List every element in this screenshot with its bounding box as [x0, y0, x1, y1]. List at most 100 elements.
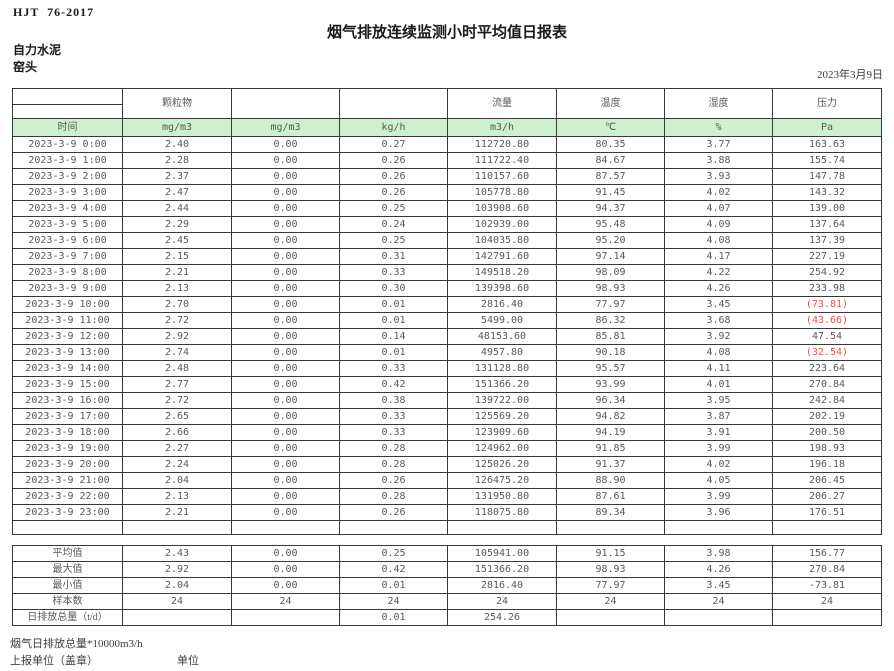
table-row: 2023-3-9 15:00 2.77 0.00 0.42 151366.20 93.99… [12, 376, 882, 393]
time-cell: 2023-3-9 1:00 [12, 152, 123, 169]
value-cell: 149518.20 [447, 264, 557, 281]
value-cell: 3.95 [664, 392, 773, 409]
value-cell: 88.90 [556, 472, 665, 489]
value-cell: 125026.20 [447, 456, 557, 473]
value-cell: 85.81 [556, 328, 665, 345]
value-cell: 0.00 [231, 248, 340, 265]
time-cell: 2023-3-9 16:00 [12, 392, 123, 409]
value-cell: 2.29 [122, 216, 232, 233]
value-cell: 126475.20 [447, 472, 557, 489]
value-cell: 0.25 [339, 232, 448, 249]
value-cell: 223.64 [772, 360, 882, 377]
value-cell: 94.37 [556, 200, 665, 217]
empty-cell [122, 520, 232, 535]
time-cell: 2023-3-9 14:00 [12, 360, 123, 377]
summary-value-cell: 24 [664, 593, 773, 610]
value-cell: 131128.80 [447, 360, 557, 377]
value-cell: 139722.00 [447, 392, 557, 409]
time-cell: 2023-3-9 9:00 [12, 280, 123, 297]
time-cell: 2023-3-9 23:00 [12, 504, 123, 521]
value-cell: 2.70 [122, 296, 232, 313]
value-cell: 95.57 [556, 360, 665, 377]
value-cell: 0.27 [339, 136, 448, 153]
value-cell: 254.92 [772, 264, 882, 281]
value-cell: 0.00 [231, 232, 340, 249]
unit-celsius: ℃ [556, 118, 665, 137]
value-cell: 2.45 [122, 232, 232, 249]
unit-time: 时间 [12, 118, 123, 137]
value-cell: 0.00 [231, 264, 340, 281]
value-cell: 0.00 [231, 136, 340, 153]
summary-value-cell: 105941.00 [447, 545, 557, 562]
summary-label-cell: 样本数 [12, 593, 123, 610]
table-row: 2023-3-9 20:00 2.24 0.00 0.28 125026.20 91.37… [12, 456, 882, 473]
summary-value-cell: 151366.20 [447, 561, 557, 578]
value-cell: 0.01 [339, 312, 448, 329]
page-title: 烟气排放连续监测小时平均值日报表 [326, 25, 567, 41]
value-cell: 91.85 [556, 440, 665, 457]
value-cell: 0.33 [339, 264, 448, 281]
table-row: 2023-3-9 14:00 2.48 0.00 0.33 131128.80 95.57… [12, 360, 882, 377]
value-cell: 4.08 [664, 344, 773, 361]
summary-value-cell: 2816.40 [447, 577, 557, 594]
time-cell: 2023-3-9 19:00 [12, 440, 123, 457]
group-header-flow: 流量 [447, 88, 557, 119]
time-cell: 2023-3-9 17:00 [12, 408, 123, 425]
monitoring-point-name: 窑头 [13, 60, 38, 74]
value-cell: 3.91 [664, 424, 773, 441]
value-cell: 4.09 [664, 216, 773, 233]
value-cell: 0.31 [339, 248, 448, 265]
value-cell: 105778.80 [447, 184, 557, 201]
summary-value-cell: 270.84 [772, 561, 882, 578]
time-cell: 2023-3-9 21:00 [12, 472, 123, 489]
table-row: 2023-3-9 19:00 2.27 0.00 0.28 124962.00 91.85… [12, 440, 882, 457]
value-cell: 97.14 [556, 248, 665, 265]
group-header-blank-2 [339, 88, 448, 119]
value-cell: 155.74 [772, 152, 882, 169]
summary-rows: 平均值 2.43 0.00 0.25 105941.00 91.15 3.98 156.77 最… [12, 545, 882, 626]
value-cell: 2.15 [122, 248, 232, 265]
time-header-top-cell [12, 88, 123, 105]
time-cell: 2023-3-9 10:00 [12, 296, 123, 313]
value-cell: 0.00 [231, 392, 340, 409]
value-cell: 77.97 [556, 296, 665, 313]
value-cell: 2816.40 [447, 296, 557, 313]
value-cell: 93.99 [556, 376, 665, 393]
value-cell: 0.28 [339, 488, 448, 505]
value-cell: 118075.80 [447, 504, 557, 521]
summary-value-cell [122, 609, 232, 626]
value-cell: 0.00 [231, 312, 340, 329]
value-cell: 0.00 [231, 344, 340, 361]
value-cell: 2.04 [122, 472, 232, 489]
value-cell: 3.99 [664, 440, 773, 457]
time-cell: 2023-3-9 22:00 [12, 488, 123, 505]
summary-value-cell: 2.04 [122, 577, 232, 594]
table-row: 2023-3-9 18:00 2.66 0.00 0.33 123909.60 94.19… [12, 424, 882, 441]
value-cell: 0.00 [231, 472, 340, 489]
empty-cell [12, 520, 123, 535]
value-cell: 2.13 [122, 280, 232, 297]
value-cell: 137.39 [772, 232, 882, 249]
value-cell: 4.08 [664, 232, 773, 249]
table-row: 2023-3-9 10:00 2.70 0.00 0.01 2816.40 77.97 3.… [12, 296, 882, 313]
value-cell: 0.28 [339, 440, 448, 457]
time-cell: 2023-3-9 20:00 [12, 456, 123, 473]
time-cell: 2023-3-9 11:00 [12, 312, 123, 329]
value-cell: 0.26 [339, 472, 448, 489]
value-cell: 147.78 [772, 168, 882, 185]
group-header-particulate: 颗粒物 [122, 88, 232, 119]
value-cell: 0.00 [231, 296, 340, 313]
table-row: 2023-3-9 8:00 2.21 0.00 0.33 149518.20 98.09 4… [12, 264, 882, 281]
value-cell: 0.25 [339, 200, 448, 217]
value-cell: 176.51 [772, 504, 882, 521]
value-cell: 2.21 [122, 504, 232, 521]
value-cell: 3.68 [664, 312, 773, 329]
value-cell: 0.00 [231, 424, 340, 441]
value-cell: 80.35 [556, 136, 665, 153]
value-cell: (43.66) [772, 312, 882, 329]
value-cell: 0.00 [231, 440, 340, 457]
value-cell: 95.20 [556, 232, 665, 249]
value-cell: 2.13 [122, 488, 232, 505]
summary-value-cell [664, 609, 773, 626]
summary-value-cell: -73.81 [772, 577, 882, 594]
